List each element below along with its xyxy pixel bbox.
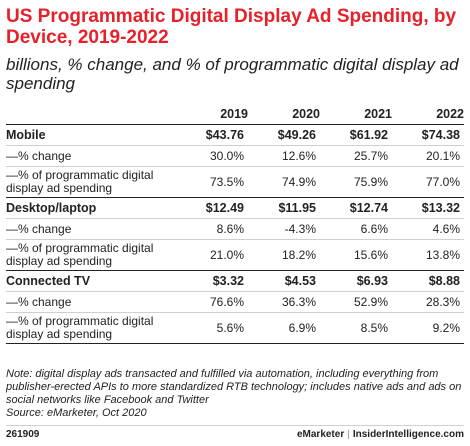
table-cell: 8.6% [176,218,248,240]
table-cell: 13.8% [392,239,464,271]
table-cell: $74.38 [392,124,464,146]
table-cell: 73.5% [176,166,248,198]
group-label: Mobile [6,124,176,146]
table-row: —% of programmatic digital display ad sp… [6,239,464,271]
table-cell: 21.0% [176,239,248,271]
brand-separator: | [347,429,350,440]
chart-subtitle: billions, % change, and % of programmati… [6,55,459,93]
group-row-desktop: Desktop/laptop $12.49 $11.95 $12.74 $13.… [6,197,464,219]
chart-title: US Programmatic Digital Display Ad Spend… [6,6,457,48]
table-cell: 77.0% [392,166,464,198]
table-cell: 9.2% [392,312,464,344]
table-cell: 30.0% [176,145,248,167]
brand-logo: eMarketer | InsiderIntelligence.com [297,429,464,440]
table-cell: 74.9% [248,166,320,198]
header-row: 2019 2020 2021 2022 [6,104,464,125]
table-cell: $49.26 [248,124,320,146]
table-row: —% of programmatic digital display ad sp… [6,166,464,198]
table-row: —% of programmatic digital display ad sp… [6,312,464,344]
row-label: —% of programmatic digital display ad sp… [6,166,176,198]
table-cell: 5.6% [176,312,248,344]
table-cell: 20.1% [392,145,464,167]
table-row: —% change 8.6% -4.3% 6.6% 4.6% [6,218,464,240]
table-cell: $12.74 [320,197,392,219]
column-header: 2020 [248,104,320,125]
notes: Note: digital display ads transacted and… [6,368,464,420]
table-cell: $8.88 [392,270,464,292]
row-label: —% change [6,291,176,313]
column-header: 2022 [392,104,464,125]
table-cell: 25.7% [320,145,392,167]
table-cell: 6.6% [320,218,392,240]
table-cell: 75.9% [320,166,392,198]
data-table: 2019 2020 2021 2022 Mobile $43.76 $49.26… [6,104,464,344]
table-cell: 36.3% [248,291,320,313]
table-row: —% change 30.0% 12.6% 25.7% 20.1% [6,145,464,167]
group-label: Desktop/laptop [6,197,176,219]
table-cell: $4.53 [248,270,320,292]
table-cell: $11.95 [248,197,320,219]
table-cell: $6.93 [320,270,392,292]
table-cell: $3.32 [176,270,248,292]
footer-divider [6,425,464,426]
table-cell: 4.6% [392,218,464,240]
table-cell: 6.9% [248,312,320,344]
row-label: —% of programmatic digital display ad sp… [6,239,176,271]
brand-site: InsiderIntelligence.com [352,429,464,440]
footer: 261909 eMarketer | InsiderIntelligence.com [6,429,464,443]
table-cell: $61.92 [320,124,392,146]
table-cell: 52.9% [320,291,392,313]
table-cell: 76.6% [176,291,248,313]
table-cell: $12.49 [176,197,248,219]
row-label: —% change [6,145,176,167]
chart-id: 261909 [6,429,40,440]
note-text: Note: digital display ads transacted and… [6,368,462,406]
table-cell: 28.3% [392,291,464,313]
table-row: —% change 76.6% 36.3% 52.9% 28.3% [6,291,464,313]
table-cell: 12.6% [248,145,320,167]
group-row-connected-tv: Connected TV $3.32 $4.53 $6.93 $8.88 [6,270,464,292]
column-header: 2019 [176,104,248,125]
group-row-mobile: Mobile $43.76 $49.26 $61.92 $74.38 [6,124,464,146]
row-label: —% change [6,218,176,240]
group-label: Connected TV [6,270,176,292]
row-label: —% of programmatic digital display ad sp… [6,312,176,344]
column-header: 2021 [320,104,392,125]
table-cell: 15.6% [320,239,392,271]
table-cell: 18.2% [248,239,320,271]
source-text: Source: eMarketer, Oct 2020 [6,407,147,419]
table-cell: $43.76 [176,124,248,146]
table-cell: 8.5% [320,312,392,344]
header-label-cell [6,104,176,125]
brand-name: eMarketer [296,429,345,440]
table-cell: $13.32 [392,197,464,219]
table-cell: -4.3% [248,218,320,240]
